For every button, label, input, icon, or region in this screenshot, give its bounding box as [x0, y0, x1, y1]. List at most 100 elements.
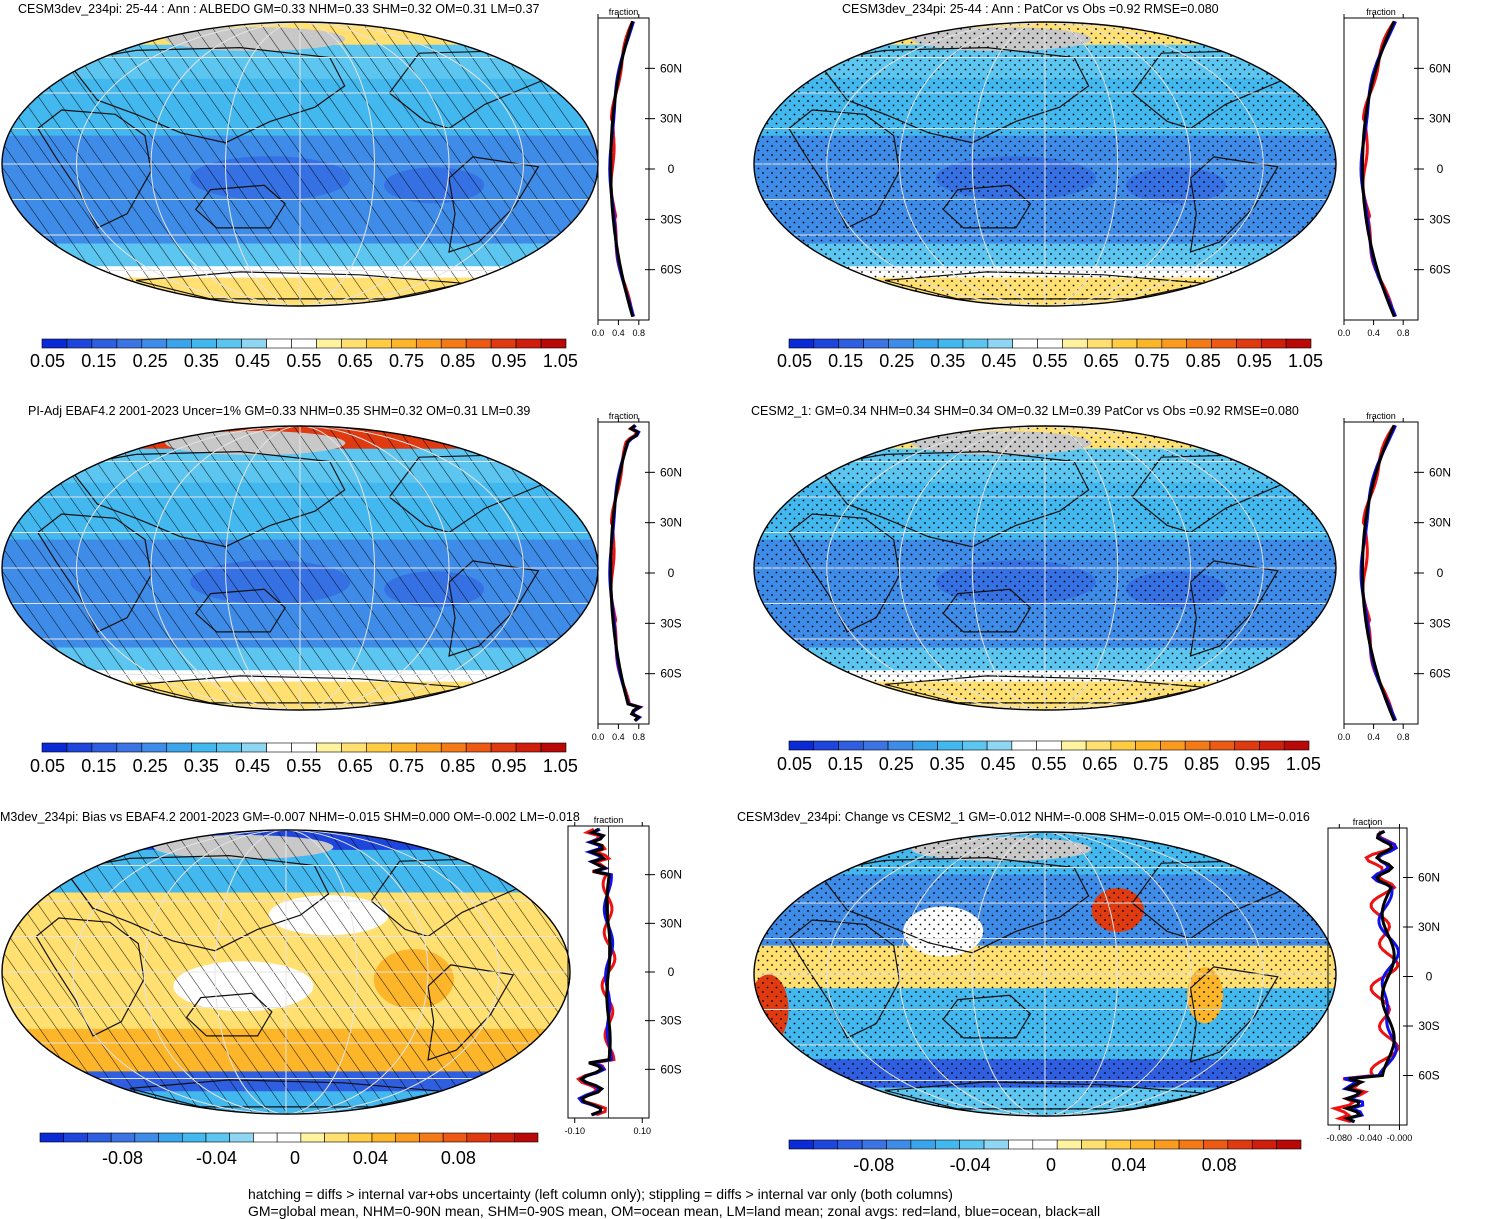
lat-tick-label: 30S	[1429, 616, 1450, 630]
colorbar-tick-label: 0.85	[440, 351, 476, 371]
colorbar-tick-label: 0.15	[828, 351, 864, 371]
colorbar-swatch	[276, 1132, 302, 1143]
colorbar-tick-label: 0.08	[1201, 1155, 1237, 1175]
colorbar-tick-label: 0.35	[183, 351, 219, 371]
zonal-frame	[1343, 421, 1419, 725]
colorbar-tick-label: 0.05	[30, 351, 66, 371]
colorbar-swatch	[515, 742, 542, 753]
colorbar-swatch	[465, 742, 492, 753]
colorbar-swatch	[910, 1139, 936, 1150]
colorbar-swatch	[1203, 1139, 1229, 1150]
colorbar-tick-label: 0.45	[981, 351, 1017, 371]
lat-tick-label: 0	[1426, 970, 1433, 984]
zonal-axis-top-label: fraction	[594, 815, 624, 825]
colorbar-tick-label: 0.95	[491, 351, 527, 371]
graticule-lon	[971, 426, 1119, 710]
graticule-lon	[899, 832, 1191, 1116]
graticule-lon	[76, 22, 524, 306]
colorbar-swatch	[324, 1132, 349, 1143]
colorbar-swatch	[838, 740, 864, 751]
colorbar-swatch	[1276, 1139, 1302, 1150]
zonal-frame	[1343, 17, 1419, 321]
colorbar-swatch	[216, 338, 242, 349]
colorbar-tick-label: 0.35	[930, 351, 966, 371]
colorbar-swatch	[788, 1139, 814, 1150]
lat-tick-label: 0	[1437, 566, 1444, 580]
colorbar-swatch	[838, 338, 864, 349]
map-panel-3	[1, 425, 599, 711]
colorbar-tick-label: 0	[1045, 1155, 1056, 1175]
graticule-lon	[971, 22, 1119, 306]
colorbar-swatch	[937, 338, 964, 349]
colorbar-swatch	[116, 742, 143, 753]
colorbar-swatch	[983, 1139, 1009, 1150]
colorbar-swatch	[41, 742, 68, 753]
lat-tick-label: 30N	[660, 916, 682, 930]
graticule-lon	[826, 832, 1264, 1116]
graticule-lon	[899, 426, 1191, 710]
colorbar-tick-label: 0.55	[286, 756, 322, 776]
colorbar-swatch	[1160, 740, 1186, 751]
lat-tick-label: 60S	[660, 667, 681, 681]
colorbar-swatch	[788, 740, 815, 751]
lat-tick-label: 60S	[1429, 667, 1450, 681]
lat-tick-label: 60N	[1429, 61, 1451, 75]
zonal-line-all	[578, 827, 612, 1117]
colorbar-swatch	[300, 1132, 325, 1143]
colorbar-tick-label: 1.05	[1287, 351, 1323, 371]
colorbar-swatch	[241, 338, 267, 349]
colorbar-swatch	[1081, 1139, 1107, 1150]
footer-line-1: hatching = diffs > internal var+obs unce…	[248, 1186, 953, 1202]
colorbar-swatch	[1086, 338, 1113, 349]
map-border	[753, 831, 1337, 1117]
colorbar-swatch	[316, 338, 342, 349]
colorbar-swatch	[316, 742, 342, 753]
colorbar-swatch	[1036, 740, 1062, 751]
colorbar-swatch	[253, 1132, 278, 1143]
colorbar-tick-label: 0.55	[286, 351, 322, 371]
colorbar-swatch	[863, 338, 889, 349]
colorbar-tick-label: 0.15	[81, 351, 117, 371]
colorbar-tick-label: 0.75	[1133, 754, 1169, 774]
lat-tick-label: 60S	[660, 1062, 681, 1076]
panel-title-4: CESM2_1: GM=0.34 NHM=0.34 SHM=0.34 OM=0.…	[751, 404, 1299, 418]
lat-tick-label: 60N	[660, 61, 682, 75]
lat-tick-label: 30S	[660, 1014, 681, 1028]
colorbar-tick-label: 0.75	[388, 756, 425, 776]
graticule-lon	[899, 22, 1191, 306]
lat-tick-label: 0	[668, 566, 675, 580]
colorbar-swatch	[912, 338, 939, 349]
colorbar-swatch	[41, 338, 68, 349]
lat-tick-label: 60S	[1418, 1069, 1439, 1083]
colorbar-swatch	[341, 338, 367, 349]
colorbar-labels-5: -0.08 -0.04 0 0.04 0.08	[40, 1148, 538, 1169]
colorbar-swatch	[166, 338, 193, 349]
lat-tick-label: 60N	[1429, 465, 1451, 479]
colorbar-swatch	[962, 740, 988, 751]
colorbar-swatch	[515, 338, 542, 349]
colorbar-swatch	[987, 338, 1014, 349]
colorbar-swatch	[1154, 1139, 1180, 1150]
colorbar-swatch	[1032, 1139, 1058, 1150]
colorbar-swatch	[1105, 1139, 1131, 1150]
colorbar-tick-label: 0.25	[132, 756, 168, 776]
colorbar-swatch	[1161, 338, 1188, 349]
colorbar-swatch	[191, 742, 217, 753]
colorbar-labels-1: 0.05 0.15 0.25 0.35 0.45 0.55 0.65 0.75 0.85 0.95…	[30, 351, 578, 372]
colorbar-tick-label: -0.04	[949, 1155, 991, 1175]
colorbar-swatch	[1227, 1139, 1253, 1150]
lat-tick-label: 30N	[1429, 516, 1451, 530]
colorbar-3	[41, 742, 567, 753]
colorbar-swatch	[937, 740, 963, 751]
colorbar-tick-label: 0.35	[929, 754, 965, 774]
colorbar-swatch	[813, 338, 840, 349]
zonal-plot-2: fraction 60N 30N 0 30S 60S 0.0 0.4 0.8	[1338, 7, 1451, 338]
colorbar-swatch	[1061, 740, 1087, 751]
colorbar-swatch	[1285, 338, 1312, 349]
colorbar-tick-label: 0.25	[879, 351, 915, 371]
colorbar-swatch	[540, 338, 567, 349]
zonal-axis-top-label: fraction	[609, 7, 639, 17]
map-panel-1	[1, 21, 599, 307]
colorbar-swatch	[1136, 338, 1163, 349]
zonal-frame	[1327, 827, 1408, 1126]
